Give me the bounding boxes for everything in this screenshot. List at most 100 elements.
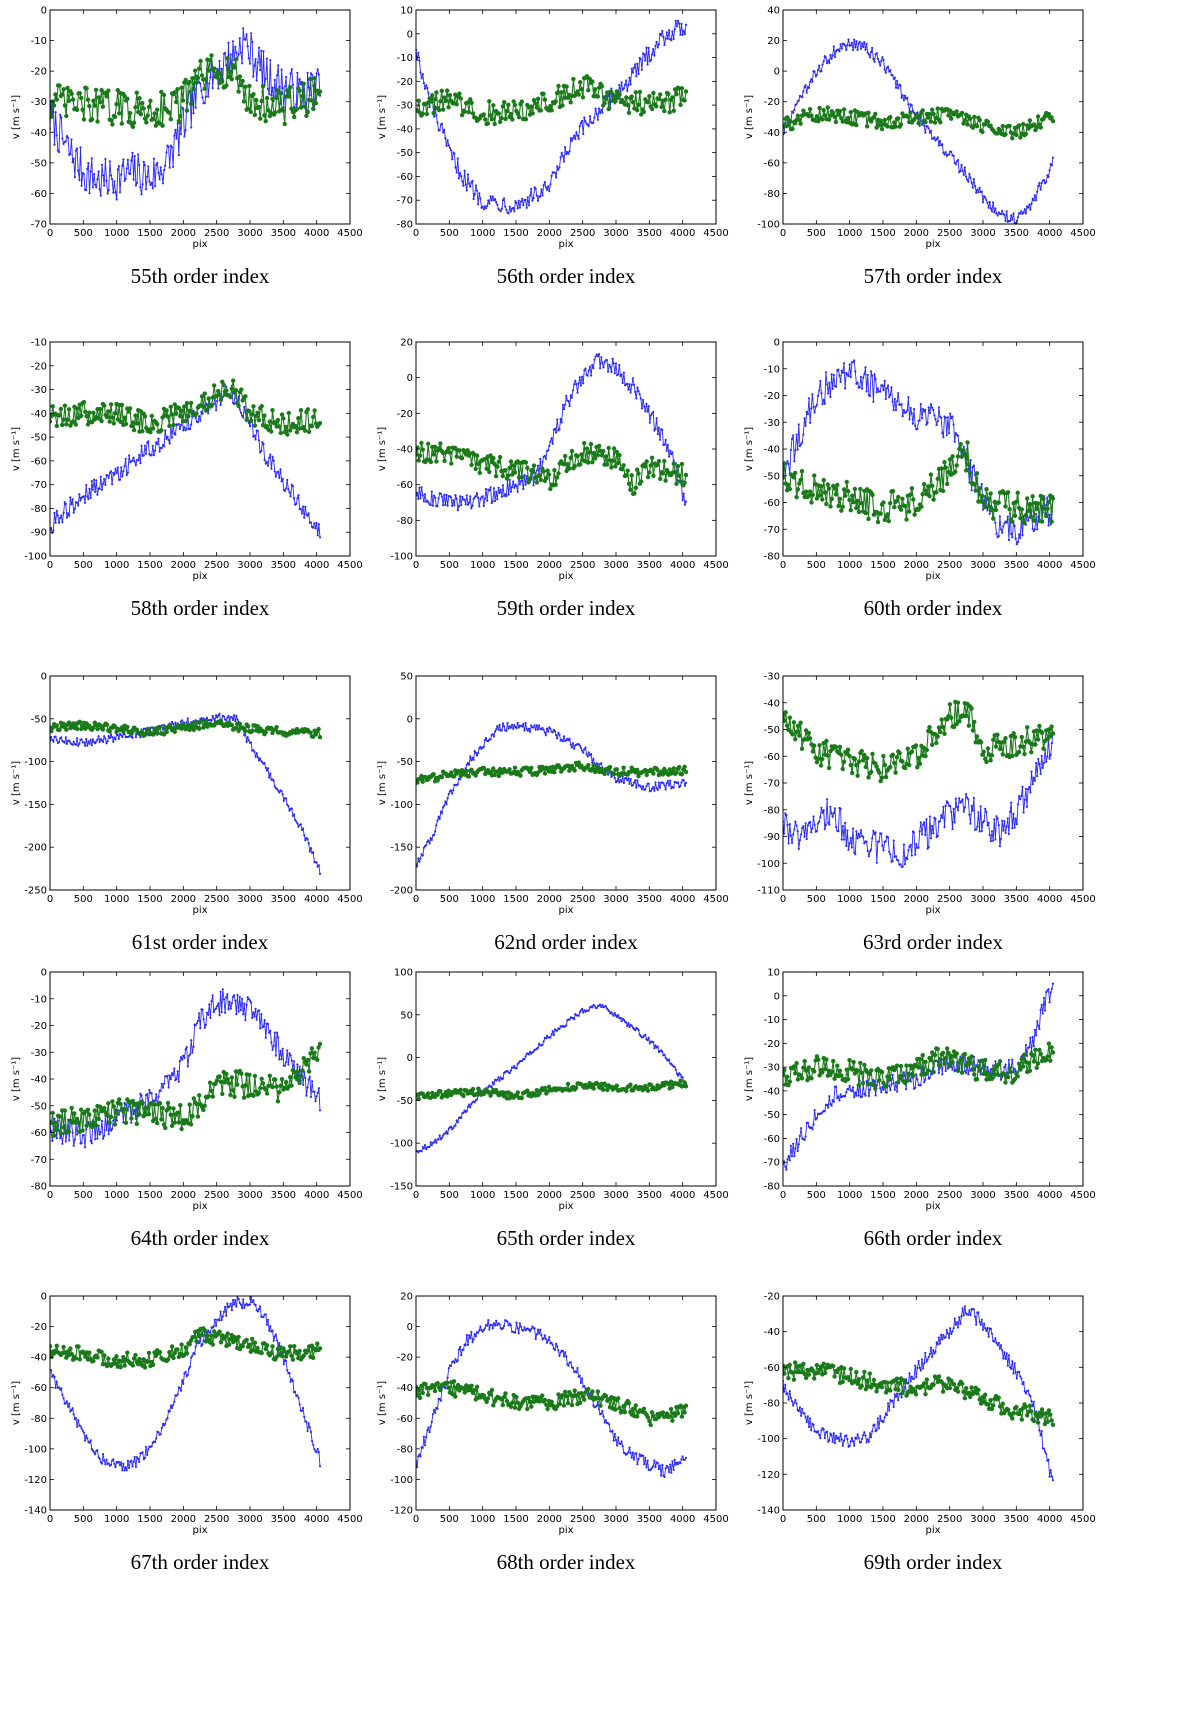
data-point	[442, 504, 445, 507]
data-point	[482, 208, 485, 211]
data-point	[55, 1137, 58, 1140]
data-point	[568, 455, 573, 460]
data-point	[1022, 811, 1025, 814]
data-point	[824, 823, 827, 826]
data-point	[286, 478, 289, 481]
data-point	[873, 373, 876, 376]
data-point	[146, 1093, 149, 1096]
data-point	[919, 504, 924, 509]
data-point	[133, 460, 136, 463]
data-point	[272, 459, 275, 462]
data-point	[279, 412, 285, 417]
series-line	[783, 359, 1054, 546]
data-point	[547, 730, 550, 733]
data-point	[442, 458, 447, 464]
data-point	[829, 395, 832, 398]
data-point	[164, 429, 167, 432]
data-point	[192, 720, 195, 723]
data-point	[112, 114, 118, 120]
data-point	[972, 178, 975, 181]
data-point	[152, 157, 155, 160]
data-point	[648, 421, 651, 424]
data-point	[90, 157, 93, 160]
data-point	[270, 96, 275, 102]
data-point	[928, 815, 931, 818]
data-point	[287, 805, 290, 808]
data-point	[427, 839, 430, 842]
data-point	[916, 121, 921, 126]
data-point	[950, 810, 953, 813]
data-point	[182, 107, 185, 110]
data-point	[144, 120, 149, 125]
data-point	[299, 83, 302, 86]
data-point	[832, 812, 835, 815]
data-point	[947, 457, 953, 462]
data-point	[855, 773, 860, 778]
x-tick-label: 500	[440, 560, 459, 571]
y-tick-label: -90	[31, 528, 47, 539]
data-point	[1050, 164, 1053, 167]
data-point	[797, 481, 802, 486]
data-point	[844, 387, 847, 390]
data-point	[576, 92, 581, 97]
data-point	[89, 420, 95, 425]
y-tick-label: -20	[764, 97, 780, 108]
data-point	[972, 114, 977, 120]
data-point	[814, 75, 817, 78]
data-point	[551, 731, 554, 734]
data-point	[816, 756, 821, 761]
data-point	[460, 1116, 463, 1120]
data-point	[317, 421, 323, 426]
data-point	[461, 496, 464, 499]
data-point	[80, 107, 85, 113]
data-point	[70, 419, 76, 424]
data-point	[988, 491, 993, 496]
data-point	[468, 182, 471, 185]
data-point	[594, 355, 597, 358]
data-point	[807, 86, 811, 89]
data-point	[643, 53, 646, 56]
data-point	[489, 117, 495, 122]
data-point	[671, 30, 674, 33]
data-point	[262, 50, 265, 53]
data-point	[616, 460, 621, 466]
data-point	[292, 497, 296, 500]
data-point	[1001, 209, 1004, 212]
data-point	[879, 775, 885, 780]
data-point	[422, 846, 425, 849]
data-point	[1049, 115, 1054, 120]
data-point	[600, 762, 603, 765]
data-point	[535, 96, 541, 102]
data-point	[68, 739, 71, 742]
data-point	[421, 854, 424, 857]
data-point	[674, 481, 679, 486]
data-point	[459, 768, 465, 773]
data-point	[923, 821, 926, 824]
data-point	[468, 763, 471, 766]
data-point	[306, 71, 309, 74]
data-point	[1049, 519, 1054, 524]
data-point	[629, 473, 634, 478]
data-point	[849, 836, 852, 840]
data-point	[831, 815, 834, 818]
data-point	[881, 56, 884, 59]
data-point	[516, 721, 519, 725]
data-point	[671, 108, 676, 114]
x-axis-label: pix	[925, 239, 940, 250]
data-point	[527, 476, 533, 481]
data-point	[150, 453, 153, 456]
data-point	[668, 1058, 671, 1061]
data-point	[534, 187, 537, 190]
data-point	[271, 455, 274, 458]
data-point	[1033, 742, 1038, 747]
data-point	[294, 430, 300, 435]
chart-svg: 0 500 1000 1500 2000 2500 3000 3500 4000 4500-70-…	[11, 6, 363, 251]
data-point	[930, 107, 935, 113]
data-point	[919, 402, 922, 406]
data-point	[95, 186, 98, 189]
data-point	[497, 766, 503, 772]
data-point	[508, 478, 511, 481]
data-point	[263, 1087, 268, 1092]
data-point	[202, 86, 207, 91]
data-point	[840, 47, 843, 50]
